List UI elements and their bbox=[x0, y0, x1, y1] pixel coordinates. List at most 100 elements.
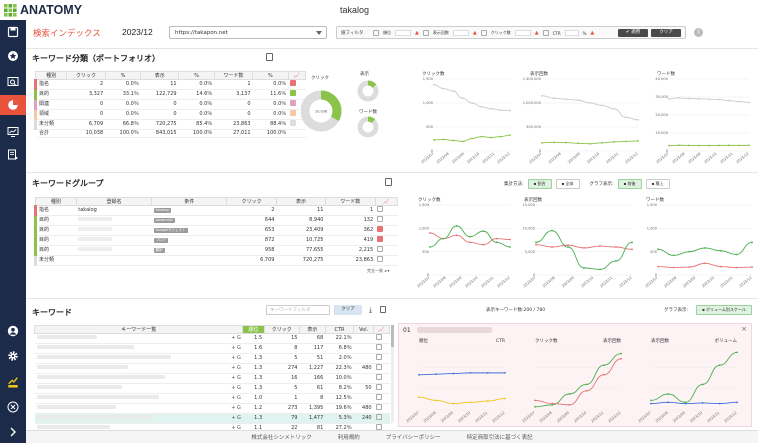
kw-add-g-actions[interactable]: + G bbox=[231, 345, 241, 351]
gp-chart-header-icon[interactable]: 📈 bbox=[374, 197, 399, 206]
download-icon[interactable]: ⤓ bbox=[369, 306, 373, 314]
group-table-row[interactable]: 指名 takalog takalog 2 11 1 bbox=[34, 205, 398, 216]
keyword-row[interactable]: + G 1.5 15 68 22.1％ bbox=[34, 333, 390, 344]
kw-col-header[interactable]: キーワード一覧 bbox=[33, 325, 244, 334]
help-icon[interactable]: ? bbox=[694, 28, 703, 37]
nav-star-button[interactable] bbox=[5, 48, 21, 64]
kw-add-g-actions[interactable]: + G bbox=[231, 375, 241, 381]
kw-add-g-actions[interactable]: + G bbox=[231, 405, 241, 411]
kw-visibility-checkbox[interactable] bbox=[375, 354, 382, 360]
period-label[interactable]: 2023/12 bbox=[122, 27, 153, 37]
nav-monitor-button[interactable] bbox=[5, 124, 21, 140]
keyword-scrollbar[interactable] bbox=[391, 325, 394, 423]
kw-col-header[interactable]: 表示 bbox=[298, 325, 326, 334]
gp-visibility-checkbox[interactable] bbox=[377, 236, 384, 242]
kw-visibility-checkbox[interactable] bbox=[375, 414, 382, 420]
nav-save-button[interactable] bbox=[5, 24, 21, 40]
kw-add-g-actions[interactable]: + G bbox=[231, 395, 241, 401]
keyword-row[interactable]: + G 1.3 274 1,227 22.3％ 480 bbox=[34, 363, 390, 374]
keywords-copy-icon[interactable] bbox=[380, 306, 386, 313]
nav-expand-button[interactable] bbox=[5, 424, 21, 440]
logo[interactable]: ANATOMY bbox=[4, 3, 82, 17]
kw-col-header[interactable]: 順位 bbox=[242, 325, 265, 334]
filter-ctr-checkbox[interactable] bbox=[542, 30, 549, 36]
detail-close-icon[interactable]: × bbox=[741, 325, 747, 333]
filter-rank-input[interactable] bbox=[395, 30, 411, 36]
keyword-row[interactable]: + G 1.3 5 51 2.0％ bbox=[34, 353, 390, 364]
keyword-row[interactable]: + G 1.3 79 1,477 5.3％ 240 bbox=[34, 413, 390, 424]
filter-click-checkbox[interactable] bbox=[480, 30, 487, 36]
filter-imp-input[interactable] bbox=[452, 30, 469, 36]
nav-settings-button[interactable] bbox=[5, 348, 21, 364]
graph-stack-button[interactable]: ▪ 積上 bbox=[645, 179, 670, 189]
detail-left-label: 表示回数 bbox=[651, 337, 669, 344]
group-table-row[interactable]: 目的 Googleサジェスト 653 23,409 362 bbox=[34, 225, 398, 236]
kw-add-g-actions[interactable]: + G bbox=[231, 385, 241, 391]
keyword-row[interactable]: + G 1.6 8 117 6.8％ bbox=[34, 343, 390, 354]
filter-apply-button[interactable]: ✔ 適用 bbox=[618, 28, 648, 37]
keyword-row[interactable]: + G 1.3 16 166 10.0％ bbox=[34, 373, 390, 384]
nav-report-button[interactable] bbox=[5, 147, 21, 163]
keyword-clear-button[interactable]: クリア bbox=[334, 305, 362, 315]
kw-add-g-actions[interactable]: + G bbox=[231, 355, 241, 361]
kw-visibility-checkbox[interactable] bbox=[375, 364, 382, 370]
detail-right-label: ボリューム bbox=[715, 337, 738, 344]
gp-visibility-checkbox[interactable] bbox=[377, 206, 384, 212]
keyword-search-input[interactable]: キーワードフィルタ bbox=[266, 305, 330, 315]
kw-add-g-actions[interactable]: + G bbox=[231, 335, 241, 341]
filter-ctr-input[interactable] bbox=[564, 30, 579, 36]
pf-visibility-checkbox[interactable] bbox=[290, 120, 297, 126]
keyword-row[interactable]: + G 1.0 1 8 12.5％ bbox=[34, 393, 390, 404]
pf-visibility-checkbox[interactable] bbox=[290, 80, 297, 86]
filter-rank-checkbox[interactable] bbox=[373, 30, 379, 36]
group-more-link[interactable]: 完全一致 ◂ ▾ bbox=[367, 268, 390, 273]
filter-clear-button[interactable]: クリア bbox=[651, 28, 681, 37]
nav-close-button[interactable] bbox=[5, 399, 21, 415]
nav-search-button[interactable] bbox=[5, 74, 21, 90]
kw-add-g-actions[interactable]: + G bbox=[231, 415, 241, 421]
pf-visibility-checkbox[interactable] bbox=[290, 110, 297, 116]
footer-commerce-link[interactable]: 特定商取引法に基づく表記 bbox=[466, 435, 533, 441]
kw-col-header[interactable]: CTR bbox=[324, 325, 355, 334]
nav-upgrade-button[interactable] bbox=[5, 372, 21, 392]
kw-visibility-checkbox[interactable] bbox=[375, 334, 382, 340]
pf-visibility-checkbox[interactable] bbox=[290, 90, 297, 96]
kw-visibility-checkbox[interactable] bbox=[375, 404, 382, 410]
volume-scale-button[interactable]: ▪ ボリューム別スケール bbox=[696, 305, 752, 315]
gp-visibility-checkbox[interactable] bbox=[377, 216, 384, 222]
gp-visibility-checkbox[interactable] bbox=[377, 256, 384, 262]
pf-chart-header-icon[interactable]: 📈 bbox=[287, 71, 307, 80]
agg-ratio-button[interactable]: ▪ 割合 bbox=[527, 179, 552, 189]
kw-col-header[interactable]: クリック bbox=[263, 325, 300, 334]
kw-visibility-checkbox[interactable] bbox=[375, 374, 382, 380]
graph-line-button[interactable]: ▪ 前後 bbox=[617, 179, 642, 189]
nav-account-button[interactable] bbox=[5, 323, 21, 339]
copy-icon[interactable] bbox=[266, 53, 273, 61]
kw-col-header[interactable]: Vol. bbox=[353, 325, 375, 334]
kw-chart-header-icon[interactable]: 📈 bbox=[373, 325, 390, 334]
site-select[interactable]: https://takapon.net bbox=[169, 26, 327, 39]
footer-privacy-link[interactable]: プライバシーポリシー bbox=[385, 435, 441, 441]
kw-visibility-checkbox[interactable] bbox=[375, 394, 382, 400]
keyword-row[interactable]: + G 1.3 5 61 8.2％ 50 bbox=[34, 383, 390, 394]
group-table-row[interactable]: 目的 javascript 644 8,940 132 bbox=[34, 215, 398, 226]
footer-terms-link[interactable]: 利用規約 bbox=[337, 435, 360, 441]
kw-add-g-actions[interactable]: + G bbox=[231, 365, 241, 371]
filter-imp-checkbox[interactable] bbox=[422, 30, 429, 36]
gp-visibility-checkbox[interactable] bbox=[377, 226, 384, 232]
footer-company-link[interactable]: 株式会社シンメトリック bbox=[251, 435, 312, 441]
kw-visibility-checkbox[interactable] bbox=[375, 344, 382, 350]
kw-add-g-actions[interactable]: + G bbox=[231, 425, 241, 431]
group-table-row[interactable]: 目的 ブログ 872 10,725 419 bbox=[34, 235, 398, 246]
group-table-row[interactable]: 未分類 6,709 720,275 23,863 bbox=[34, 255, 398, 266]
filter-click-input[interactable] bbox=[514, 30, 531, 36]
keyword-row[interactable]: + G 1.2 273 1,395 19.6％ 480 bbox=[34, 403, 390, 414]
gp-visibility-checkbox[interactable] bbox=[377, 246, 384, 252]
group-table-row[interactable]: 目的 翻訳 958 77,655 2,215 bbox=[34, 245, 398, 256]
group-copy-icon[interactable] bbox=[385, 178, 392, 186]
agg-total-button[interactable]: ▪ 全体 bbox=[555, 179, 580, 189]
nav-index-button[interactable] bbox=[0, 95, 26, 115]
kw-visibility-checkbox[interactable] bbox=[375, 384, 382, 390]
pf-visibility-checkbox[interactable] bbox=[290, 100, 297, 106]
kw-visibility-checkbox[interactable] bbox=[375, 424, 382, 430]
